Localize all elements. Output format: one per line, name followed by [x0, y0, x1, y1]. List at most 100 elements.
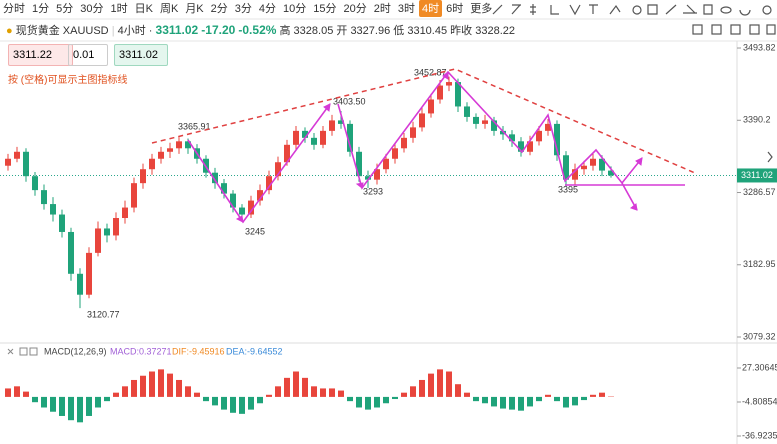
candle-body — [509, 134, 515, 142]
histogram-bar — [284, 377, 290, 397]
candle-body — [212, 172, 218, 184]
histogram-bar — [572, 396, 578, 406]
candle-body — [122, 207, 128, 219]
histogram-bar — [203, 396, 209, 402]
candle-body — [581, 165, 587, 170]
candle-body — [113, 218, 119, 236]
price-annotation: 3403.50 — [333, 96, 366, 106]
candle-body — [356, 151, 362, 177]
candle-body — [257, 190, 263, 201]
lot-input[interactable]: 0.01 — [68, 44, 108, 66]
tab[interactable]: 20分 — [343, 3, 367, 15]
histogram-bar — [32, 396, 38, 403]
tab[interactable]: 5分 — [56, 3, 74, 15]
histogram-bar — [275, 386, 281, 397]
drawings — [151, 68, 696, 224]
buy-button[interactable]: 3311.02 — [114, 44, 168, 66]
histogram-bar — [554, 396, 560, 402]
histogram-bar — [158, 369, 164, 397]
tab[interactable]: 3分 — [234, 3, 252, 15]
candle-body — [536, 130, 542, 142]
candle-body — [95, 228, 101, 253]
candle-body — [392, 148, 398, 159]
histogram-bar — [176, 379, 182, 397]
histogram-bar — [59, 396, 65, 416]
tab[interactable]: 1时 — [110, 3, 128, 15]
candle-body — [86, 252, 92, 295]
candle-body — [329, 120, 335, 131]
macd-value: MACD:0.37271 — [110, 346, 172, 356]
candle-body — [275, 162, 281, 177]
histogram-bar — [419, 379, 425, 397]
price: 3311.02 — [155, 23, 199, 37]
tab[interactable]: 4时 — [419, 0, 443, 17]
wave-lines — [187, 70, 685, 224]
tab[interactable]: 30分 — [80, 3, 104, 15]
y-tick-label: 3079.32 — [743, 331, 776, 341]
histogram-bar — [320, 388, 326, 397]
name: 现货黄金 — [15, 25, 60, 37]
candle-body — [185, 141, 191, 149]
tab[interactable]: 1分 — [32, 3, 50, 15]
candle-body — [131, 183, 137, 208]
histogram-bar — [140, 375, 146, 397]
open-label: 开 — [336, 25, 348, 37]
candle-body — [23, 151, 29, 177]
histogram-bar — [50, 396, 56, 412]
last-price-tag — [737, 168, 777, 183]
candle-body — [608, 170, 614, 176]
tab[interactable]: 10分 — [283, 3, 307, 15]
histogram-bar — [599, 392, 605, 397]
tab[interactable]: 4分 — [258, 3, 277, 15]
macd-title: MACD(12,26,9) — [44, 346, 107, 356]
period: 4小时 — [117, 25, 146, 37]
tab[interactable]: 2分 — [210, 3, 228, 15]
histogram-bar — [104, 396, 110, 402]
candle-body — [554, 123, 560, 156]
histogram-bar — [356, 396, 362, 408]
tab[interactable]: 3时 — [397, 3, 416, 15]
tab[interactable]: 6时 — [446, 3, 464, 15]
price-annotation: 3293 — [363, 186, 383, 196]
histogram-bar — [329, 388, 335, 397]
candle-body — [446, 82, 452, 86]
histogram-bar — [338, 390, 344, 397]
high: 3328.05 — [293, 25, 334, 37]
candle-body — [104, 228, 110, 236]
sell-button[interactable]: 3311.22 — [8, 44, 73, 66]
y-tick-label: 3182.95 — [743, 259, 776, 269]
tab[interactable]: 周K — [159, 3, 179, 15]
tab[interactable]: 日K — [134, 3, 153, 15]
candle-body — [572, 169, 578, 180]
y-tick-label: 27.30645 — [742, 362, 777, 372]
tab[interactable]: 2时 — [373, 3, 391, 15]
candle-body — [374, 169, 380, 180]
tab[interactable]: 分时 — [3, 3, 25, 15]
candle-body — [50, 204, 56, 215]
histogram-bar — [383, 396, 389, 404]
candle-body — [194, 148, 200, 159]
histogram-bar — [221, 396, 227, 410]
histogram-bar — [212, 396, 218, 406]
histogram-bar — [311, 386, 317, 397]
hint: 按 (空格)可显示主图指标线 — [8, 75, 128, 86]
candle-body — [338, 120, 344, 124]
tab[interactable]: 月K — [185, 3, 204, 15]
candle-body — [500, 130, 506, 135]
tab[interactable]: 15分 — [313, 3, 337, 15]
histogram-bar — [482, 396, 488, 404]
arrows — [235, 70, 643, 223]
histogram-bar — [518, 396, 524, 411]
dea-value: DEA:-9.64552 — [226, 346, 283, 356]
candle-body — [311, 137, 317, 145]
histogram-bar — [23, 391, 29, 397]
candle-body — [230, 193, 236, 208]
candle-body — [221, 183, 227, 194]
histogram-bar — [527, 396, 533, 407]
candle-body — [293, 130, 299, 145]
candle-body — [5, 158, 11, 166]
candle-body — [158, 151, 164, 159]
tab[interactable]: 更多 — [470, 3, 493, 15]
histogram-bar — [563, 396, 569, 408]
